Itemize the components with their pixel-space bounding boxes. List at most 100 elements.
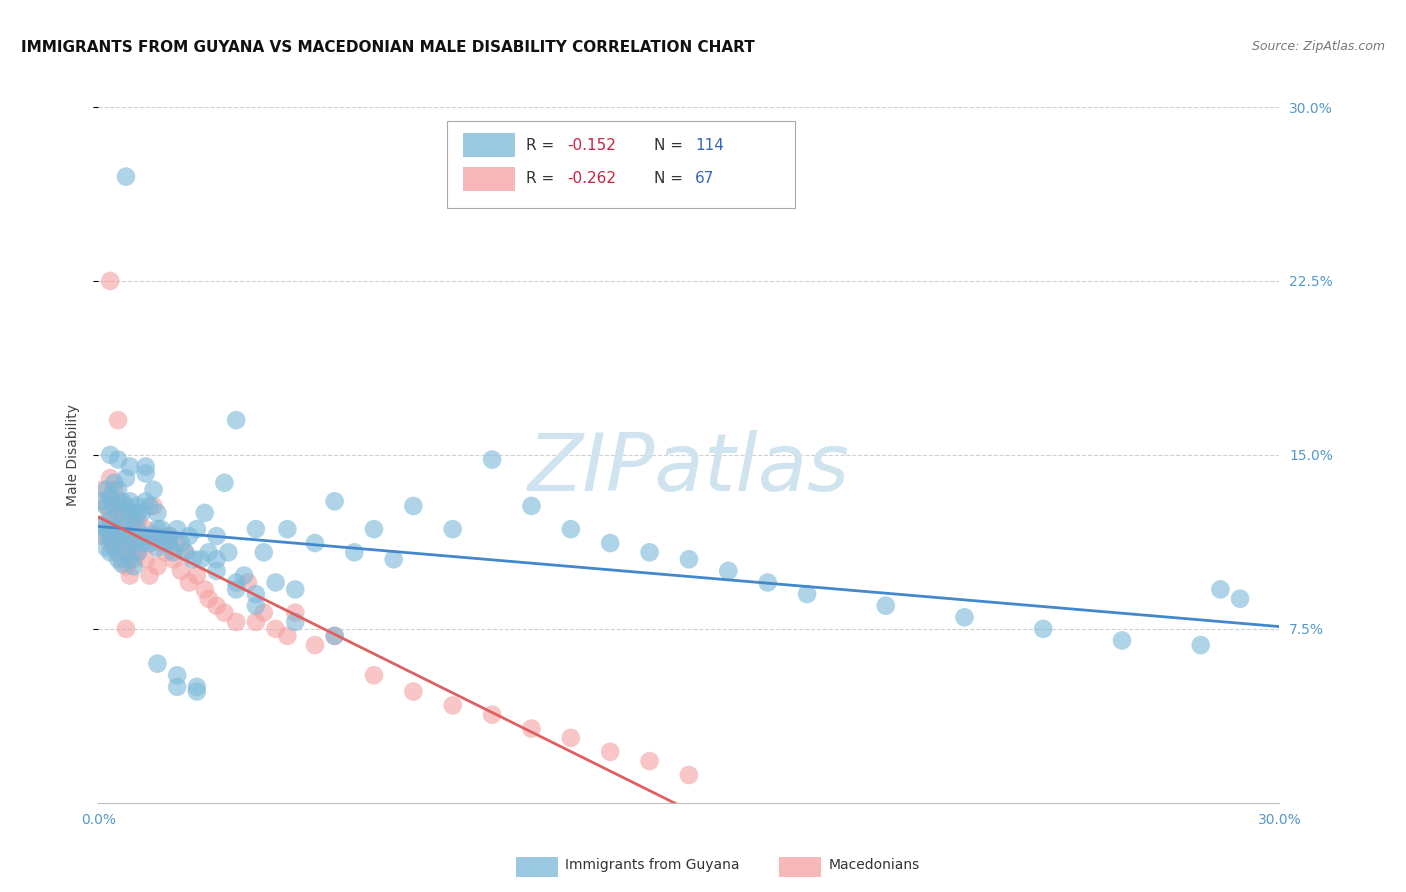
Point (142, 483, 165, 497)
Point (323, 629, 346, 643)
Point (225, 582, 247, 597)
Point (177, 529, 200, 543)
Point (441, 522, 464, 536)
Point (118, 506, 141, 520)
Point (678, 552, 700, 566)
Point (304, 638, 326, 652)
Point (174, 545, 197, 559)
Point (103, 541, 125, 555)
Point (402, 684, 425, 698)
Point (162, 552, 184, 566)
Text: N =: N = (654, 137, 682, 153)
Point (166, 536, 188, 550)
Point (875, 599, 897, 613)
Point (1229, 591, 1251, 606)
Point (131, 506, 153, 520)
Point (323, 494, 346, 508)
Point (245, 615, 267, 629)
Point (186, 522, 208, 536)
Point (170, 564, 193, 578)
Point (245, 522, 267, 536)
Point (157, 529, 180, 543)
Point (115, 169, 138, 184)
Point (115, 506, 138, 520)
Point (111, 536, 134, 550)
Point (103, 499, 125, 513)
Point (194, 582, 217, 597)
Point (122, 522, 145, 536)
Point (107, 413, 129, 427)
Text: Immigrants from Guyana: Immigrants from Guyana (565, 858, 740, 872)
Point (138, 536, 160, 550)
Point (138, 536, 160, 550)
Point (236, 575, 259, 590)
Point (122, 536, 145, 550)
Point (599, 536, 621, 550)
Point (91, 517, 114, 532)
Point (98, 536, 121, 550)
Point (98, 274, 121, 288)
Text: -0.262: -0.262 (567, 171, 616, 186)
Point (127, 513, 149, 527)
Point (146, 522, 169, 536)
Point (96, 541, 118, 555)
Point (150, 536, 173, 550)
Text: IMMIGRANTS FROM GUYANA VS MACEDONIAN MALE DISABILITY CORRELATION CHART: IMMIGRANTS FROM GUYANA VS MACEDONIAN MAL… (21, 40, 755, 55)
Point (118, 552, 141, 566)
Point (181, 552, 204, 566)
Point (135, 529, 157, 543)
Point (245, 599, 267, 613)
Point (115, 622, 138, 636)
Point (162, 545, 184, 559)
Point (135, 459, 157, 474)
Point (186, 568, 208, 582)
Point (98, 513, 121, 527)
Point (142, 529, 165, 543)
Point (107, 483, 129, 497)
Point (96, 499, 118, 513)
Point (197, 545, 219, 559)
Text: R =: R = (526, 137, 554, 153)
Point (155, 536, 177, 550)
Point (138, 568, 160, 582)
Point (135, 522, 157, 536)
Point (284, 615, 307, 629)
Point (284, 582, 307, 597)
Point (107, 506, 129, 520)
Point (233, 568, 256, 582)
Point (953, 610, 976, 624)
Point (560, 522, 582, 536)
Point (174, 545, 197, 559)
Point (197, 591, 219, 606)
Point (402, 499, 425, 513)
Text: 67: 67 (695, 171, 714, 186)
Point (103, 522, 125, 536)
Point (284, 606, 307, 620)
Point (111, 529, 134, 543)
Point (98, 490, 121, 504)
Point (363, 522, 385, 536)
Point (194, 506, 217, 520)
Point (217, 545, 239, 559)
Text: -0.152: -0.152 (567, 137, 616, 153)
Point (91, 483, 114, 497)
Point (103, 513, 125, 527)
Point (253, 545, 276, 559)
Point (170, 536, 193, 550)
Point (107, 452, 129, 467)
Point (98, 545, 121, 559)
Point (205, 564, 228, 578)
Point (186, 684, 208, 698)
Point (98, 448, 121, 462)
Point (520, 499, 543, 513)
Point (131, 529, 153, 543)
FancyBboxPatch shape (447, 121, 796, 208)
Point (166, 680, 188, 694)
Point (796, 587, 818, 601)
Point (146, 541, 169, 555)
Point (115, 536, 138, 550)
Point (264, 575, 287, 590)
Point (115, 471, 138, 485)
Point (127, 545, 149, 559)
Point (678, 768, 700, 782)
